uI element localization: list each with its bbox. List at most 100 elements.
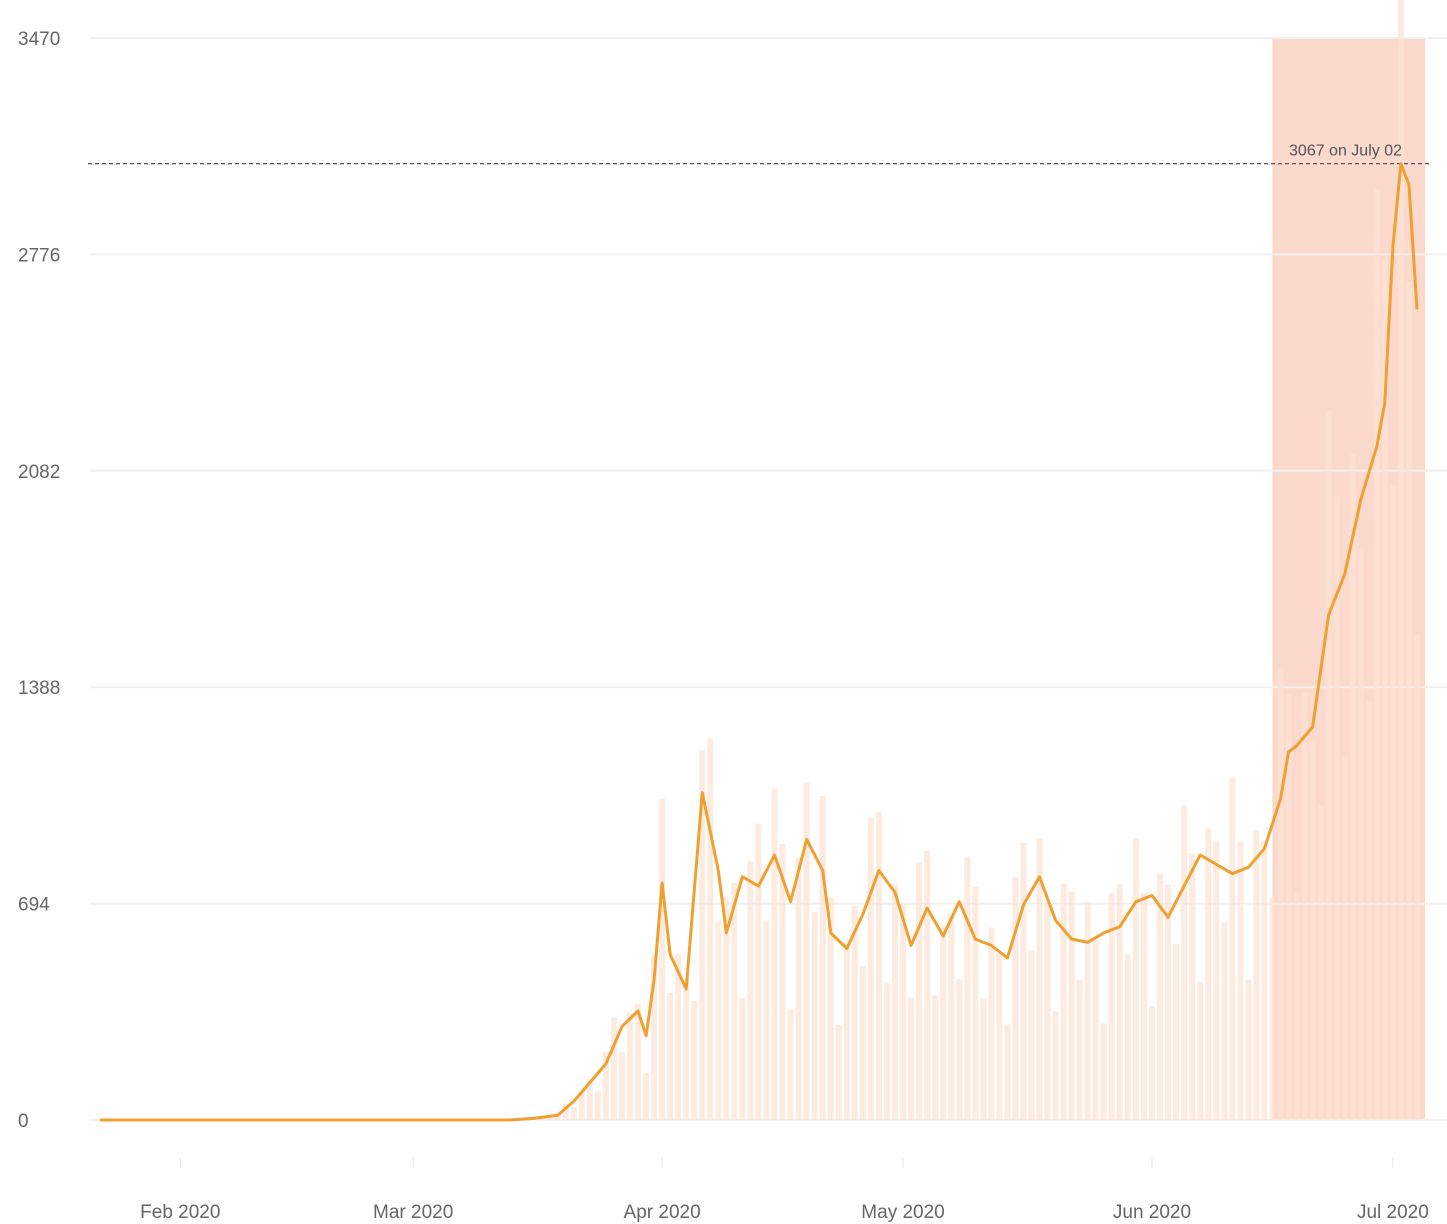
daily-bar xyxy=(1076,979,1083,1120)
daily-bar xyxy=(1341,756,1348,1120)
y-tick-label: 3470 xyxy=(18,29,60,50)
daily-bar xyxy=(675,953,682,1120)
daily-bar xyxy=(1044,901,1051,1120)
daily-bar xyxy=(811,912,818,1120)
daily-bar xyxy=(980,998,987,1120)
daily-bar xyxy=(1189,853,1196,1120)
x-tick-label: Jun 2020 xyxy=(1113,1202,1191,1223)
daily-bar xyxy=(610,1017,617,1120)
daily-bar xyxy=(578,1091,585,1120)
daily-bar xyxy=(1333,496,1340,1121)
daily-bar xyxy=(1132,838,1139,1120)
daily-bar xyxy=(1068,891,1075,1120)
daily-bar xyxy=(1349,454,1356,1120)
daily-bar xyxy=(1277,668,1284,1120)
daily-bar xyxy=(1357,548,1364,1120)
daily-bar xyxy=(1365,700,1372,1120)
daily-bar xyxy=(1261,841,1268,1120)
daily-bar xyxy=(747,861,754,1120)
daily-bar xyxy=(859,965,866,1120)
daily-bar xyxy=(586,1079,593,1120)
daily-bar xyxy=(1028,950,1035,1120)
daily-bar xyxy=(1020,843,1027,1120)
daily-bar xyxy=(763,920,770,1120)
daily-bar xyxy=(1373,189,1380,1120)
daily-bar xyxy=(1181,805,1188,1120)
daily-bar xyxy=(892,884,898,1120)
daily-bar xyxy=(1389,484,1396,1120)
average-line xyxy=(100,162,1419,1122)
daily-bar xyxy=(779,843,786,1120)
daily-bar xyxy=(707,739,714,1120)
y-tick-label: 694 xyxy=(18,895,50,916)
daily-bar xyxy=(1157,873,1163,1120)
daily-bar xyxy=(602,1051,609,1120)
daily-bar xyxy=(1213,840,1220,1120)
daily-bar xyxy=(1036,837,1043,1120)
daily-bar xyxy=(867,817,874,1120)
daily-bar xyxy=(972,886,979,1120)
daily-bar xyxy=(1269,897,1276,1120)
daily-bar xyxy=(787,1009,794,1120)
daily-bar xyxy=(554,1114,561,1120)
daily-bar xyxy=(916,861,923,1120)
daily-bar xyxy=(988,927,995,1120)
x-tick-label: Apr 2020 xyxy=(624,1202,701,1223)
daily-bar xyxy=(1092,938,1099,1120)
daily-bar xyxy=(851,905,858,1120)
daily-bar xyxy=(1140,892,1147,1120)
daily-bar xyxy=(900,904,907,1120)
daily-bar xyxy=(1285,694,1292,1120)
daily-bar xyxy=(843,942,850,1120)
daily-bar xyxy=(594,1091,601,1120)
daily-bar xyxy=(1253,830,1260,1120)
daily-bar xyxy=(691,1000,698,1120)
daily-bar xyxy=(875,812,882,1120)
daily-bar xyxy=(908,997,915,1120)
daily-bar xyxy=(651,955,658,1120)
daily-bar xyxy=(1309,740,1316,1120)
daily-bar xyxy=(1317,805,1324,1120)
daily-bar xyxy=(618,1052,625,1120)
x-tick-label: Mar 2020 xyxy=(373,1202,453,1223)
daily-bar xyxy=(1060,883,1067,1120)
daily-bar xyxy=(932,995,939,1120)
daily-bar xyxy=(1173,944,1180,1120)
daily-bar xyxy=(795,857,802,1120)
daily-bar xyxy=(731,882,738,1120)
daily-bar xyxy=(924,850,931,1120)
daily-bar xyxy=(1405,281,1412,1120)
daily-bar xyxy=(570,1107,577,1120)
daily-bar xyxy=(1004,1024,1011,1120)
daily-bar xyxy=(964,856,971,1120)
daily-bar xyxy=(755,823,762,1120)
daily-bar xyxy=(1205,828,1212,1120)
daily-bar xyxy=(1397,0,1404,1121)
daily-bar xyxy=(1221,922,1228,1120)
daily-bar xyxy=(562,1104,569,1120)
daily-bar xyxy=(643,1072,650,1120)
daily-bar xyxy=(667,993,674,1120)
daily-bar xyxy=(1052,1011,1059,1120)
daily-bar xyxy=(723,897,730,1120)
daily-bar xyxy=(1197,981,1204,1120)
daily-bar xyxy=(715,921,722,1120)
daily-bar xyxy=(1293,892,1300,1120)
daily-bar xyxy=(1108,892,1115,1120)
daily-bar xyxy=(996,952,1003,1120)
daily-bar xyxy=(1381,260,1388,1121)
daily-bar xyxy=(1237,841,1244,1120)
y-tick-label: 0 xyxy=(18,1111,29,1132)
x-tick-label: Jul 2020 xyxy=(1357,1202,1429,1223)
y-tick-label: 1388 xyxy=(18,678,60,699)
daily-bar xyxy=(699,750,706,1120)
daily-bar xyxy=(739,997,746,1120)
y-tick-label: 2082 xyxy=(18,462,60,483)
daily-bar xyxy=(1229,778,1236,1120)
daily-bar xyxy=(546,1117,553,1120)
daily-bar xyxy=(1012,877,1019,1120)
daily-bar xyxy=(835,1024,842,1120)
daily-bar xyxy=(1116,884,1123,1120)
daily-bar xyxy=(1325,410,1332,1121)
daily-bar xyxy=(956,979,963,1120)
